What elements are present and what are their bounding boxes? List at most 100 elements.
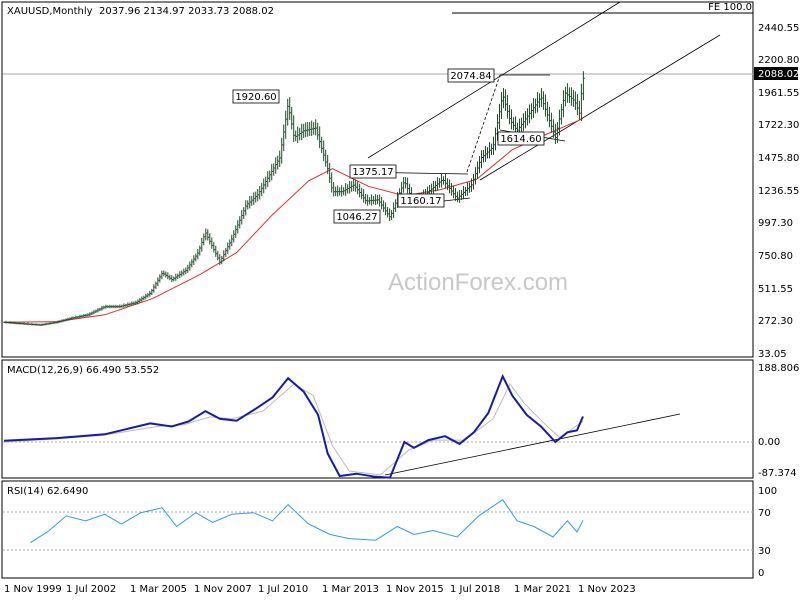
price-bar <box>17 322 20 325</box>
price-bar <box>277 155 280 170</box>
price-bar <box>95 309 98 314</box>
price-bar <box>455 187 458 201</box>
price-bar <box>574 91 577 110</box>
price-bar <box>173 276 176 282</box>
price-bar <box>524 111 527 129</box>
price-bars <box>3 71 585 326</box>
price-bar <box>287 98 290 126</box>
price-bar <box>560 104 563 125</box>
price-bar <box>329 162 332 184</box>
price-bar <box>471 178 474 192</box>
price-bar <box>45 322 48 326</box>
time-axis: 1 Nov 1999 1 Jul 2002 1 Mar 2005 1 Nov 2… <box>4 584 636 595</box>
label-1614-box <box>497 131 545 146</box>
macd-tick-top: 188.806 <box>758 363 799 374</box>
price-bar <box>469 182 472 193</box>
price-bar <box>510 109 513 130</box>
price-bar <box>295 130 298 142</box>
price-bar <box>255 191 258 203</box>
price-bar <box>373 195 376 205</box>
price-bar <box>145 293 148 300</box>
price-bar <box>475 167 478 185</box>
price-bar <box>203 233 206 246</box>
price-bar <box>251 195 254 206</box>
price-bar <box>381 196 384 210</box>
price-bar <box>39 323 42 326</box>
price-bar <box>67 317 70 321</box>
price-bar <box>506 95 509 119</box>
channel-lower-line <box>479 34 721 181</box>
price-bar <box>530 103 533 120</box>
price-bar <box>303 123 306 139</box>
price-bar <box>504 89 507 111</box>
price-bar <box>582 71 585 101</box>
moving-average-line <box>3 118 584 323</box>
price-bar <box>71 316 74 320</box>
price-tick-0: 2440.55 <box>758 23 799 34</box>
price-bar <box>211 237 214 249</box>
price-bar <box>269 170 272 183</box>
price-bar <box>115 304 118 309</box>
price-bar <box>155 281 158 289</box>
price-bar <box>19 322 22 325</box>
price-bar <box>149 290 152 297</box>
rsi-line <box>30 499 584 544</box>
price-bar <box>365 194 368 205</box>
price-bar <box>556 122 559 144</box>
price-bar <box>564 86 567 107</box>
price-bar <box>522 113 525 132</box>
price-bar <box>572 89 575 107</box>
price-bar <box>311 120 314 137</box>
price-bar <box>239 216 242 229</box>
price-bar <box>273 163 276 176</box>
price-bar <box>492 136 495 155</box>
price-bar <box>445 173 448 189</box>
label-1046-box <box>333 209 381 224</box>
price-bar <box>558 109 561 136</box>
price-bar <box>189 261 192 271</box>
price-bar <box>187 264 190 273</box>
price-bar <box>494 127 497 151</box>
price-bar <box>5 320 8 324</box>
price-bar <box>113 304 116 309</box>
price-bar <box>37 323 40 326</box>
price-bar <box>195 253 198 262</box>
price-bar <box>35 323 38 326</box>
price-bar <box>349 180 352 194</box>
price-bar <box>93 310 96 315</box>
price-bar <box>49 321 52 325</box>
price-bar <box>223 250 226 262</box>
price-bar <box>227 242 230 254</box>
current-price-badge-text: 2088.02 <box>758 69 799 80</box>
price-bar <box>463 185 466 200</box>
price-bar <box>141 296 144 302</box>
rsi-panel-frame <box>1 480 754 579</box>
time-tick-9: 1 Nov 2023 <box>578 584 636 595</box>
price-bar <box>542 91 545 110</box>
price-bar <box>147 293 150 298</box>
price-bar <box>439 178 442 188</box>
price-bar <box>459 190 462 203</box>
price-bar <box>221 255 224 265</box>
rsi-tick-100: 100 <box>758 486 777 497</box>
price-bar <box>441 173 444 188</box>
price-bar <box>526 108 529 126</box>
price-bar <box>465 186 468 197</box>
price-bar <box>369 197 372 205</box>
price-bar <box>293 115 296 142</box>
price-bar <box>15 321 18 325</box>
price-bar <box>457 191 460 203</box>
price-bar <box>391 210 394 220</box>
price-bar <box>351 181 354 192</box>
price-bar <box>451 183 454 196</box>
price-bar <box>7 321 10 324</box>
label-1046-text: 1046.27 <box>336 212 377 223</box>
macd-tick-zero: 0.00 <box>758 437 780 448</box>
time-tick-3: 1 Nov 2007 <box>194 584 252 595</box>
price-bar <box>453 185 456 199</box>
price-bar <box>157 277 160 287</box>
price-bar <box>217 251 220 261</box>
label-2074: 2074.84 <box>447 68 495 83</box>
label-1920-box <box>232 89 280 104</box>
price-bar <box>437 177 440 191</box>
